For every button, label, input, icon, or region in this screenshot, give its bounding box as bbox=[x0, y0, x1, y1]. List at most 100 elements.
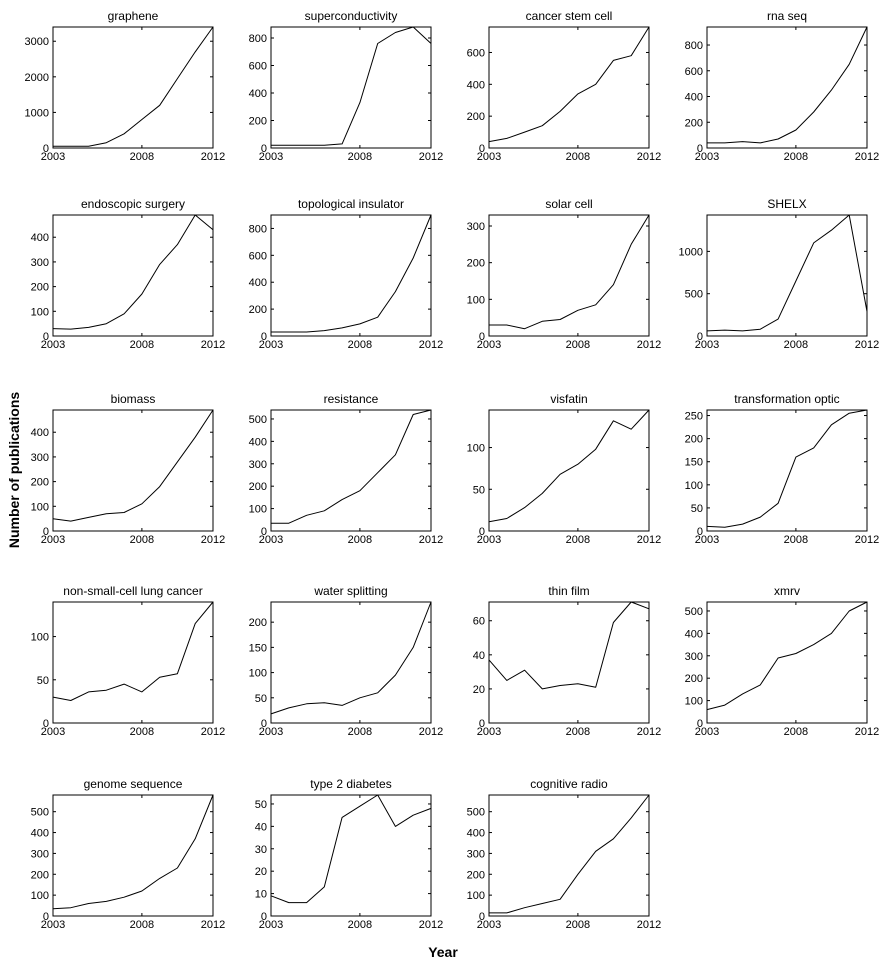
x-tick-label: 2003 bbox=[41, 151, 65, 163]
series-line bbox=[271, 26, 432, 146]
x-tick-label: 2008 bbox=[348, 919, 372, 931]
x-tick-label: 2008 bbox=[348, 151, 372, 163]
subplot-title: thin film bbox=[548, 584, 589, 598]
y-tick-label: 100 bbox=[31, 890, 49, 902]
series-line bbox=[53, 26, 214, 147]
x-tick-label: 2008 bbox=[348, 534, 372, 546]
x-tick-label: 2003 bbox=[477, 151, 501, 163]
y-tick-label: 600 bbox=[467, 47, 485, 59]
x-tick-label: 2003 bbox=[695, 339, 719, 351]
y-tick-label: 800 bbox=[685, 40, 703, 52]
x-tick-label: 2003 bbox=[41, 919, 65, 931]
subplot-axes-box bbox=[52, 409, 214, 532]
x-tick-label: 2008 bbox=[566, 151, 590, 163]
x-tick-label: 2012 bbox=[637, 339, 661, 351]
y-tick-label: 300 bbox=[31, 848, 49, 860]
series-line bbox=[270, 601, 432, 715]
subplot-title: graphene bbox=[108, 9, 159, 23]
y-tick-label: 0 bbox=[43, 718, 49, 730]
x-tick-label: 2008 bbox=[130, 919, 154, 931]
series-line bbox=[488, 409, 650, 523]
x-tick-label: 2012 bbox=[201, 534, 225, 546]
series-line bbox=[706, 214, 868, 332]
y-tick-label: 20 bbox=[255, 866, 267, 878]
series-line bbox=[707, 26, 868, 144]
x-tick-label: 2008 bbox=[130, 726, 154, 738]
y-tick-label: 500 bbox=[467, 807, 485, 819]
y-tick-label: 0 bbox=[43, 143, 49, 155]
y-tick-label: 100 bbox=[685, 480, 703, 492]
figure-y-axis-label: Number of publications bbox=[6, 391, 22, 549]
series-line bbox=[706, 601, 868, 711]
y-tick-label: 800 bbox=[249, 223, 267, 235]
x-tick-label: 2012 bbox=[637, 726, 661, 738]
subplot-title: solar cell bbox=[545, 197, 592, 211]
y-tick-label: 40 bbox=[255, 821, 267, 833]
subplot-axes-box bbox=[270, 409, 432, 532]
x-tick-label: 2012 bbox=[637, 151, 661, 163]
subplot-title: biomass bbox=[111, 392, 156, 406]
x-tick-label: 2003 bbox=[259, 726, 283, 738]
y-tick-label: 800 bbox=[249, 33, 267, 45]
subplot-title: type 2 diabetes bbox=[310, 777, 391, 791]
x-tick-label: 2012 bbox=[637, 919, 661, 931]
subplot-11: visfatin 0 50 100 2003 2008 2012 bbox=[467, 392, 662, 546]
y-tick-label: 50 bbox=[255, 693, 267, 705]
x-tick-label: 2012 bbox=[201, 919, 225, 931]
subplot-axes-box bbox=[488, 214, 650, 337]
subplot-title: superconductivity bbox=[305, 9, 398, 23]
y-tick-label: 400 bbox=[685, 92, 703, 104]
y-tick-label: 1000 bbox=[679, 246, 703, 258]
series-line bbox=[271, 214, 432, 333]
series-line bbox=[52, 214, 214, 330]
x-tick-label: 2008 bbox=[784, 151, 808, 163]
y-tick-label: 400 bbox=[685, 628, 703, 640]
y-tick-label: 0 bbox=[479, 526, 485, 538]
y-tick-label: 300 bbox=[685, 651, 703, 663]
y-tick-label: 100 bbox=[31, 501, 49, 513]
subplot-10: resistance 0 100 200 300 400 500 2003 2008 2012 bbox=[249, 392, 444, 546]
y-tick-label: 200 bbox=[31, 869, 49, 881]
subplot-axes-box bbox=[270, 794, 432, 917]
figure-x-axis-label: Year bbox=[428, 944, 458, 960]
y-tick-label: 40 bbox=[473, 650, 485, 662]
y-tick-label: 0 bbox=[261, 526, 267, 538]
subplot-axes-box bbox=[52, 794, 214, 917]
subplot-5: endoscopic surgery 0 100 200 300 400 2003 2008 2… bbox=[31, 197, 226, 351]
y-tick-label: 200 bbox=[467, 111, 485, 123]
y-tick-label: 600 bbox=[249, 250, 267, 262]
y-tick-label: 0 bbox=[261, 911, 267, 923]
y-tick-label: 0 bbox=[261, 331, 267, 343]
y-tick-label: 50 bbox=[691, 503, 703, 515]
subplot-title: water splitting bbox=[313, 584, 387, 598]
subplot-title: cognitive radio bbox=[530, 777, 608, 791]
y-tick-label: 300 bbox=[467, 221, 485, 233]
x-tick-label: 2012 bbox=[637, 534, 661, 546]
subplot-axes-box bbox=[52, 214, 214, 337]
y-tick-label: 600 bbox=[249, 61, 267, 73]
y-tick-label: 100 bbox=[31, 632, 49, 644]
x-tick-label: 2008 bbox=[784, 534, 808, 546]
subplot-1: graphene 0 1000 2000 3000 2003 2008 2012 bbox=[25, 9, 226, 163]
y-tick-label: 100 bbox=[31, 306, 49, 318]
x-tick-label: 2012 bbox=[419, 534, 443, 546]
y-tick-label: 200 bbox=[249, 617, 267, 629]
y-tick-label: 400 bbox=[467, 79, 485, 91]
subplot-14: water splitting 0 50 100 150 200 2003 2008 2012 bbox=[249, 584, 444, 738]
subplot-title: topological insulator bbox=[298, 197, 404, 211]
x-tick-label: 2008 bbox=[130, 151, 154, 163]
x-tick-label: 2008 bbox=[566, 919, 590, 931]
y-tick-label: 0 bbox=[479, 911, 485, 923]
subplot-axes-box bbox=[270, 26, 432, 149]
subplot-4: rna seq 0 200 400 600 800 2003 2008 2012 bbox=[685, 9, 880, 163]
y-tick-label: 400 bbox=[467, 828, 485, 840]
y-tick-label: 150 bbox=[249, 642, 267, 654]
x-tick-label: 2003 bbox=[695, 726, 719, 738]
subplot-7: solar cell 0 100 200 300 2003 2008 2012 bbox=[467, 197, 662, 351]
subplot-axes-box bbox=[270, 214, 432, 337]
y-tick-label: 0 bbox=[479, 143, 485, 155]
x-tick-label: 2003 bbox=[695, 534, 719, 546]
y-tick-label: 100 bbox=[685, 696, 703, 708]
y-tick-label: 2000 bbox=[25, 72, 49, 84]
